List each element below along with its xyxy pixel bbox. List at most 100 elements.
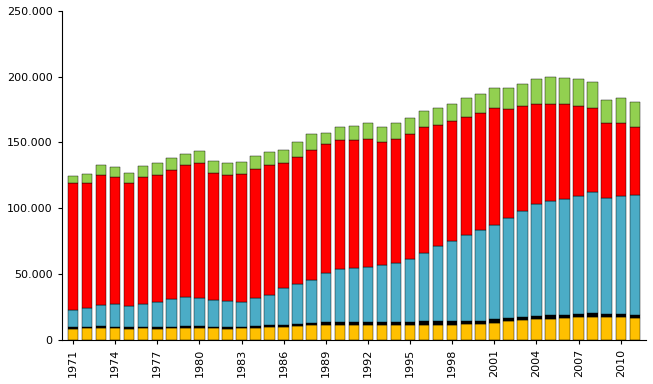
Bar xyxy=(390,322,402,324)
Bar xyxy=(405,322,415,324)
Bar xyxy=(180,297,191,326)
Bar xyxy=(208,300,219,326)
Bar xyxy=(68,329,78,340)
Bar xyxy=(321,324,331,340)
Bar xyxy=(334,269,345,322)
Bar xyxy=(405,134,415,259)
Bar xyxy=(166,328,176,340)
Bar xyxy=(166,170,176,299)
Bar xyxy=(334,322,345,324)
Bar xyxy=(250,326,261,328)
Bar xyxy=(349,324,359,340)
Bar xyxy=(573,79,584,106)
Bar xyxy=(68,310,78,327)
Bar xyxy=(208,328,219,340)
Bar xyxy=(629,314,640,318)
Bar xyxy=(629,318,640,340)
Bar xyxy=(180,328,191,340)
Bar xyxy=(433,324,443,340)
Bar xyxy=(588,313,598,317)
Bar xyxy=(124,306,135,327)
Bar xyxy=(390,263,402,322)
Bar xyxy=(377,127,387,142)
Bar xyxy=(208,161,219,173)
Bar xyxy=(264,325,275,327)
Bar xyxy=(293,326,303,340)
Bar xyxy=(532,79,542,104)
Bar xyxy=(461,98,471,117)
Bar xyxy=(306,325,317,340)
Bar xyxy=(390,139,402,263)
Bar xyxy=(419,253,430,321)
Bar xyxy=(166,299,176,326)
Bar xyxy=(208,173,219,300)
Bar xyxy=(236,301,247,326)
Bar xyxy=(560,104,570,199)
Bar xyxy=(601,317,612,340)
Bar xyxy=(96,175,106,305)
Bar xyxy=(278,163,289,288)
Bar xyxy=(321,273,331,322)
Bar xyxy=(475,94,486,113)
Bar xyxy=(82,174,92,183)
Bar xyxy=(405,118,415,134)
Bar xyxy=(629,127,640,195)
Bar xyxy=(152,302,163,327)
Bar xyxy=(362,123,374,139)
Bar xyxy=(503,88,514,109)
Bar xyxy=(222,301,232,327)
Bar xyxy=(124,327,135,329)
Bar xyxy=(532,316,542,319)
Bar xyxy=(419,324,430,340)
Bar xyxy=(306,134,317,150)
Bar xyxy=(250,328,261,340)
Bar xyxy=(194,326,204,328)
Bar xyxy=(616,314,626,317)
Bar xyxy=(560,78,570,104)
Bar xyxy=(601,198,612,314)
Bar xyxy=(489,319,500,323)
Bar xyxy=(601,123,612,198)
Bar xyxy=(503,109,514,218)
Bar xyxy=(306,280,317,323)
Bar xyxy=(616,196,626,314)
Bar xyxy=(264,295,275,325)
Bar xyxy=(321,144,331,273)
Bar xyxy=(293,285,303,324)
Bar xyxy=(362,266,374,322)
Bar xyxy=(560,318,570,340)
Bar xyxy=(264,152,275,165)
Bar xyxy=(96,328,106,340)
Bar xyxy=(82,328,92,340)
Bar xyxy=(489,88,500,108)
Bar xyxy=(194,298,204,326)
Bar xyxy=(545,77,556,104)
Bar xyxy=(82,183,92,308)
Bar xyxy=(110,304,120,326)
Bar xyxy=(152,175,163,302)
Bar xyxy=(306,150,317,280)
Bar xyxy=(588,108,598,192)
Bar xyxy=(532,319,542,340)
Bar xyxy=(616,123,626,196)
Bar xyxy=(503,321,514,340)
Bar xyxy=(573,196,584,314)
Bar xyxy=(278,150,289,163)
Bar xyxy=(349,126,359,141)
Bar xyxy=(362,139,374,266)
Bar xyxy=(293,157,303,285)
Bar xyxy=(278,288,289,324)
Bar xyxy=(236,328,247,340)
Bar xyxy=(573,314,584,317)
Bar xyxy=(447,241,458,321)
Bar xyxy=(306,323,317,325)
Bar xyxy=(545,319,556,340)
Bar xyxy=(194,328,204,340)
Bar xyxy=(517,320,528,340)
Bar xyxy=(461,117,471,235)
Bar xyxy=(475,230,486,321)
Bar xyxy=(433,125,443,246)
Bar xyxy=(293,142,303,157)
Bar xyxy=(362,322,374,324)
Bar xyxy=(166,158,176,170)
